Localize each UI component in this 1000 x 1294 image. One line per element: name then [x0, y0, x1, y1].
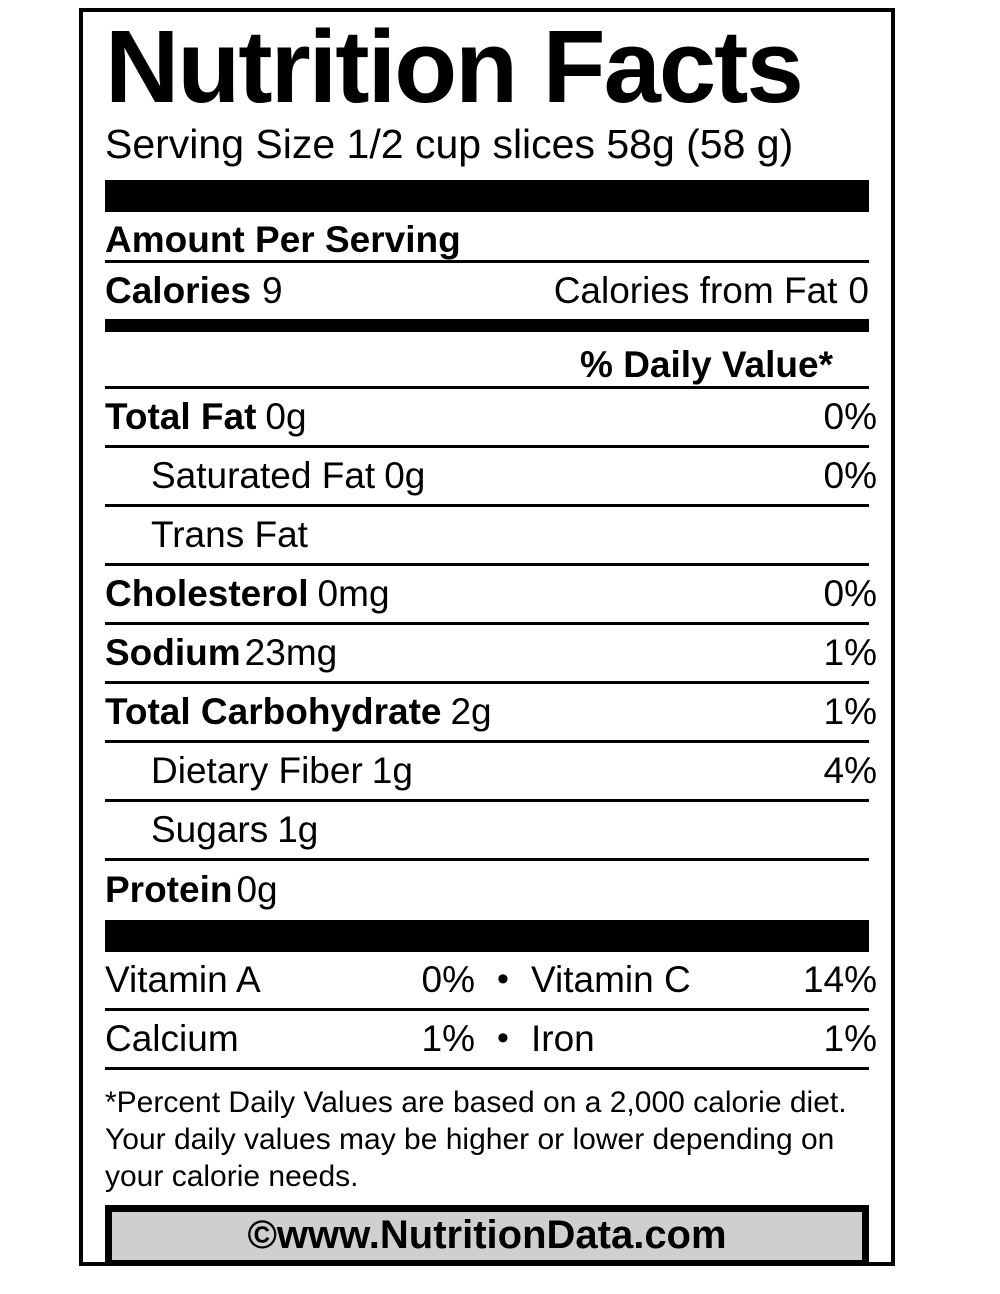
separator-bar-bottom: [105, 919, 869, 952]
micronutrient-name: Vitamin C: [531, 958, 691, 1000]
nutrient-name: Total Carbohydrate: [105, 690, 442, 732]
micronutrient-name: Iron: [531, 1017, 595, 1059]
daily-value-header: % Daily Value*: [105, 332, 869, 389]
nutrient-row-dietary-fiber: Dietary Fiber 1g 4%: [105, 743, 877, 802]
daily-value-footnote: *Percent Daily Values are based on a 2,0…: [105, 1085, 847, 1193]
calories-label: Calories: [105, 269, 252, 311]
micronutrient-name: Vitamin A: [105, 958, 261, 1000]
calories-row: Calories 9 Calories from Fat 0: [105, 263, 869, 319]
nutrient-row-total-fat: Total Fat 0g 0%: [105, 389, 877, 448]
nutrient-row-total-carbohydrate: Total Carbohydrate 2g 1%: [105, 684, 877, 743]
nutrient-amount: 1g: [371, 749, 413, 791]
nutrient-daily-value: 1%: [823, 690, 877, 732]
nutrient-amount: 2g: [450, 690, 492, 732]
nutrient-amount: 0g: [384, 454, 426, 496]
micronutrient-name: Calcium: [105, 1017, 239, 1059]
nutrient-row-cholesterol: Cholesterol 0mg 0%: [105, 566, 877, 625]
nutrient-name: Sugars: [151, 808, 269, 850]
bullet-separator: •: [497, 1019, 509, 1058]
bullet-separator: •: [497, 960, 509, 999]
nutrient-name: Saturated Fat: [151, 454, 376, 496]
nutrient-daily-value: 0%: [823, 572, 877, 614]
calories-value: 9: [262, 269, 283, 311]
micronutrient-value: 0%: [421, 958, 475, 1000]
nutrient-amount: 1g: [277, 808, 319, 850]
calories-from-fat-value: 0: [848, 269, 869, 311]
nutrient-row-saturated-fat: Saturated Fat 0g 0%: [105, 448, 877, 507]
serving-size-text: Serving Size 1/2 cup slices 58g (58 g): [105, 120, 794, 167]
nutrition-facts-label: Nutrition Facts Serving Size 1/2 cup sli…: [79, 8, 895, 1266]
nutrient-amount: 0g: [265, 395, 307, 437]
nutrient-amount: 0mg: [317, 572, 390, 614]
nutrient-name: Protein: [105, 869, 233, 911]
nutrient-amount: 23mg: [244, 631, 338, 673]
calories-group: Calories 9: [105, 269, 283, 313]
calories-from-fat-label: Calories from Fat: [553, 269, 838, 311]
footer-attribution: ©www.NutritionData.com: [247, 1213, 727, 1258]
separator-bar-top: [105, 179, 869, 212]
nutrient-daily-value: 0%: [823, 395, 877, 437]
nutrient-name: Cholesterol: [105, 572, 309, 614]
label-title: Nutrition Facts: [105, 9, 804, 124]
nutrient-row-sugars: Sugars 1g: [105, 802, 869, 861]
separator-bar-calories: [105, 318, 869, 332]
micronutrient-row-minerals: Calcium 1% • Iron 1%: [105, 1011, 877, 1070]
nutrient-daily-value: 4%: [823, 749, 877, 791]
amount-per-serving-heading: Amount Per Serving: [105, 212, 869, 263]
nutrient-name: Total Fat: [105, 395, 257, 437]
micronutrient-row-vitamins: Vitamin A 0% • Vitamin C 14%: [105, 952, 877, 1011]
nutrient-row-sodium: Sodium 23mg 1%: [105, 625, 877, 684]
micronutrient-value: 14%: [802, 958, 877, 1000]
micronutrient-value: 1%: [421, 1017, 475, 1059]
micronutrient-value: 1%: [823, 1017, 877, 1059]
nutrient-daily-value: 1%: [823, 631, 877, 673]
footer-bar: ©www.NutritionData.com: [105, 1204, 869, 1262]
nutrient-amount: 0g: [236, 869, 278, 911]
calories-from-fat-group: Calories from Fat 0: [554, 269, 869, 313]
nutrient-row-protein: Protein 0g: [105, 861, 869, 920]
nutrient-row-trans-fat: Trans Fat: [105, 507, 869, 566]
nutrient-name: Trans Fat: [151, 513, 308, 555]
nutrient-name: Sodium: [105, 631, 241, 673]
nutrient-daily-value: 0%: [823, 454, 877, 496]
nutrient-name: Dietary Fiber: [151, 749, 363, 791]
